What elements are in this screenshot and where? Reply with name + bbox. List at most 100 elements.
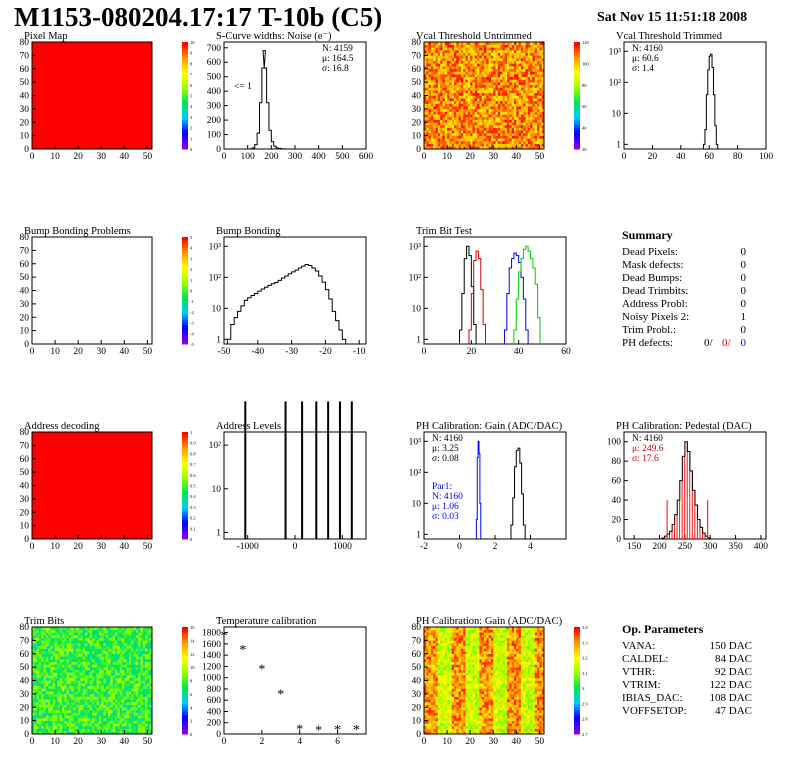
heatmap-cell bbox=[532, 132, 536, 136]
heatmap-cell bbox=[472, 47, 476, 51]
heatmap-cell bbox=[128, 688, 132, 692]
x-tick-label: 0 bbox=[30, 737, 35, 747]
heatmap-cell bbox=[495, 74, 499, 78]
heatmap-cell bbox=[442, 42, 446, 45]
heatmap-cell bbox=[532, 143, 536, 147]
heatmap-cell bbox=[92, 717, 95, 721]
heatmap-cell bbox=[507, 44, 510, 48]
heatmap-cell bbox=[467, 60, 471, 64]
heatmap-cell bbox=[442, 44, 446, 48]
heatmap-cell bbox=[140, 728, 144, 732]
heatmap-cell bbox=[518, 42, 522, 45]
heatmap-cell bbox=[497, 130, 501, 134]
heatmap-cell bbox=[110, 699, 114, 703]
heatmap-cell bbox=[426, 643, 429, 647]
x-tick-label: 0 bbox=[293, 542, 298, 552]
heatmap-cell bbox=[45, 669, 49, 673]
heatmap-cell bbox=[504, 116, 508, 120]
heatmap-cell bbox=[435, 143, 439, 147]
heatmap-cell bbox=[48, 675, 51, 679]
heatmap-cell bbox=[103, 683, 107, 687]
heatmap-cell bbox=[488, 98, 492, 102]
heatmap-cell bbox=[493, 55, 496, 59]
heatmap-cell bbox=[103, 731, 107, 735]
heatmap-cell bbox=[511, 84, 515, 88]
heatmap-cell bbox=[105, 701, 109, 705]
heatmap-cell bbox=[45, 723, 49, 727]
heatmap-cell bbox=[135, 696, 139, 700]
heatmap-cell bbox=[532, 124, 536, 128]
heatmap-cell bbox=[138, 640, 141, 644]
heatmap-cell bbox=[463, 76, 466, 80]
heatmap-cell bbox=[474, 138, 478, 142]
heatmap-cell bbox=[518, 146, 522, 150]
heatmap-cell bbox=[131, 643, 134, 647]
heatmap-cell bbox=[43, 659, 47, 663]
heatmap-cell bbox=[460, 42, 464, 45]
heatmap-cell bbox=[430, 127, 434, 131]
stats-entry: μ: 164.5 bbox=[322, 54, 354, 64]
heatmap-cell bbox=[32, 669, 35, 673]
heatmap-cell bbox=[472, 122, 476, 126]
heatmap-cell bbox=[467, 66, 471, 70]
heatmap-cell bbox=[467, 127, 471, 131]
heatmap-cell bbox=[426, 637, 429, 641]
color-bar-segment bbox=[182, 501, 188, 505]
heatmap-cell bbox=[149, 656, 153, 660]
heatmap-cell bbox=[426, 135, 429, 139]
heatmap-cell bbox=[149, 672, 153, 676]
heatmap-cell bbox=[454, 74, 457, 78]
heatmap-cell bbox=[472, 98, 476, 102]
heatmap-cell bbox=[437, 58, 441, 62]
heatmap-cell bbox=[36, 691, 40, 695]
heatmap-cell bbox=[64, 691, 67, 695]
heatmap-cell bbox=[82, 645, 86, 649]
heatmap-cell bbox=[133, 632, 137, 636]
color-bar-segment bbox=[182, 111, 188, 115]
heatmap-cell bbox=[119, 712, 123, 716]
heatmap-cell bbox=[447, 50, 450, 53]
heatmap-cell bbox=[57, 712, 60, 716]
heatmap-cell bbox=[41, 632, 44, 636]
heatmap-cell bbox=[124, 685, 127, 689]
heatmap-cell bbox=[477, 90, 480, 94]
heatmap-cell bbox=[50, 712, 54, 716]
heatmap-cell bbox=[477, 122, 480, 126]
heatmap-cell bbox=[133, 709, 137, 713]
heatmap-cell bbox=[36, 664, 40, 668]
heatmap-cell bbox=[426, 723, 429, 727]
heatmap-cell bbox=[456, 55, 459, 59]
color-bar-segment bbox=[574, 140, 580, 145]
heatmap-cell bbox=[523, 108, 526, 112]
heatmap-cell bbox=[41, 712, 44, 716]
heatmap-cell bbox=[68, 728, 72, 732]
heatmap-cell bbox=[149, 675, 153, 679]
heatmap-cell bbox=[52, 680, 56, 684]
heatmap-cell bbox=[142, 627, 146, 630]
heatmap-cell bbox=[424, 47, 427, 51]
heatmap-cell bbox=[534, 135, 538, 139]
heatmap-cell bbox=[511, 108, 515, 112]
chart-title: Trim Bits bbox=[24, 616, 64, 627]
heatmap-cell bbox=[57, 715, 60, 719]
heatmap-cell bbox=[523, 140, 526, 144]
heatmap-cell bbox=[481, 140, 485, 144]
heatmap-cell bbox=[490, 106, 494, 110]
heatmap-cell bbox=[110, 643, 114, 647]
y-tick-label: 400 bbox=[207, 707, 222, 717]
heatmap-cell bbox=[486, 52, 489, 56]
heatmap-cell bbox=[472, 119, 476, 123]
heatmap-cell bbox=[59, 707, 63, 711]
heatmap-cell bbox=[66, 696, 70, 700]
heatmap-cell bbox=[73, 720, 77, 724]
heatmap-cell bbox=[442, 47, 446, 51]
heatmap-cell bbox=[80, 696, 84, 700]
heatmap-cell bbox=[124, 688, 127, 692]
heatmap-cell bbox=[117, 672, 120, 676]
color-bar-segment bbox=[574, 108, 580, 113]
heatmap-cell bbox=[145, 667, 148, 671]
heatmap-cell bbox=[73, 667, 77, 671]
heatmap-cell bbox=[493, 106, 496, 110]
heatmap-cell bbox=[456, 114, 459, 118]
